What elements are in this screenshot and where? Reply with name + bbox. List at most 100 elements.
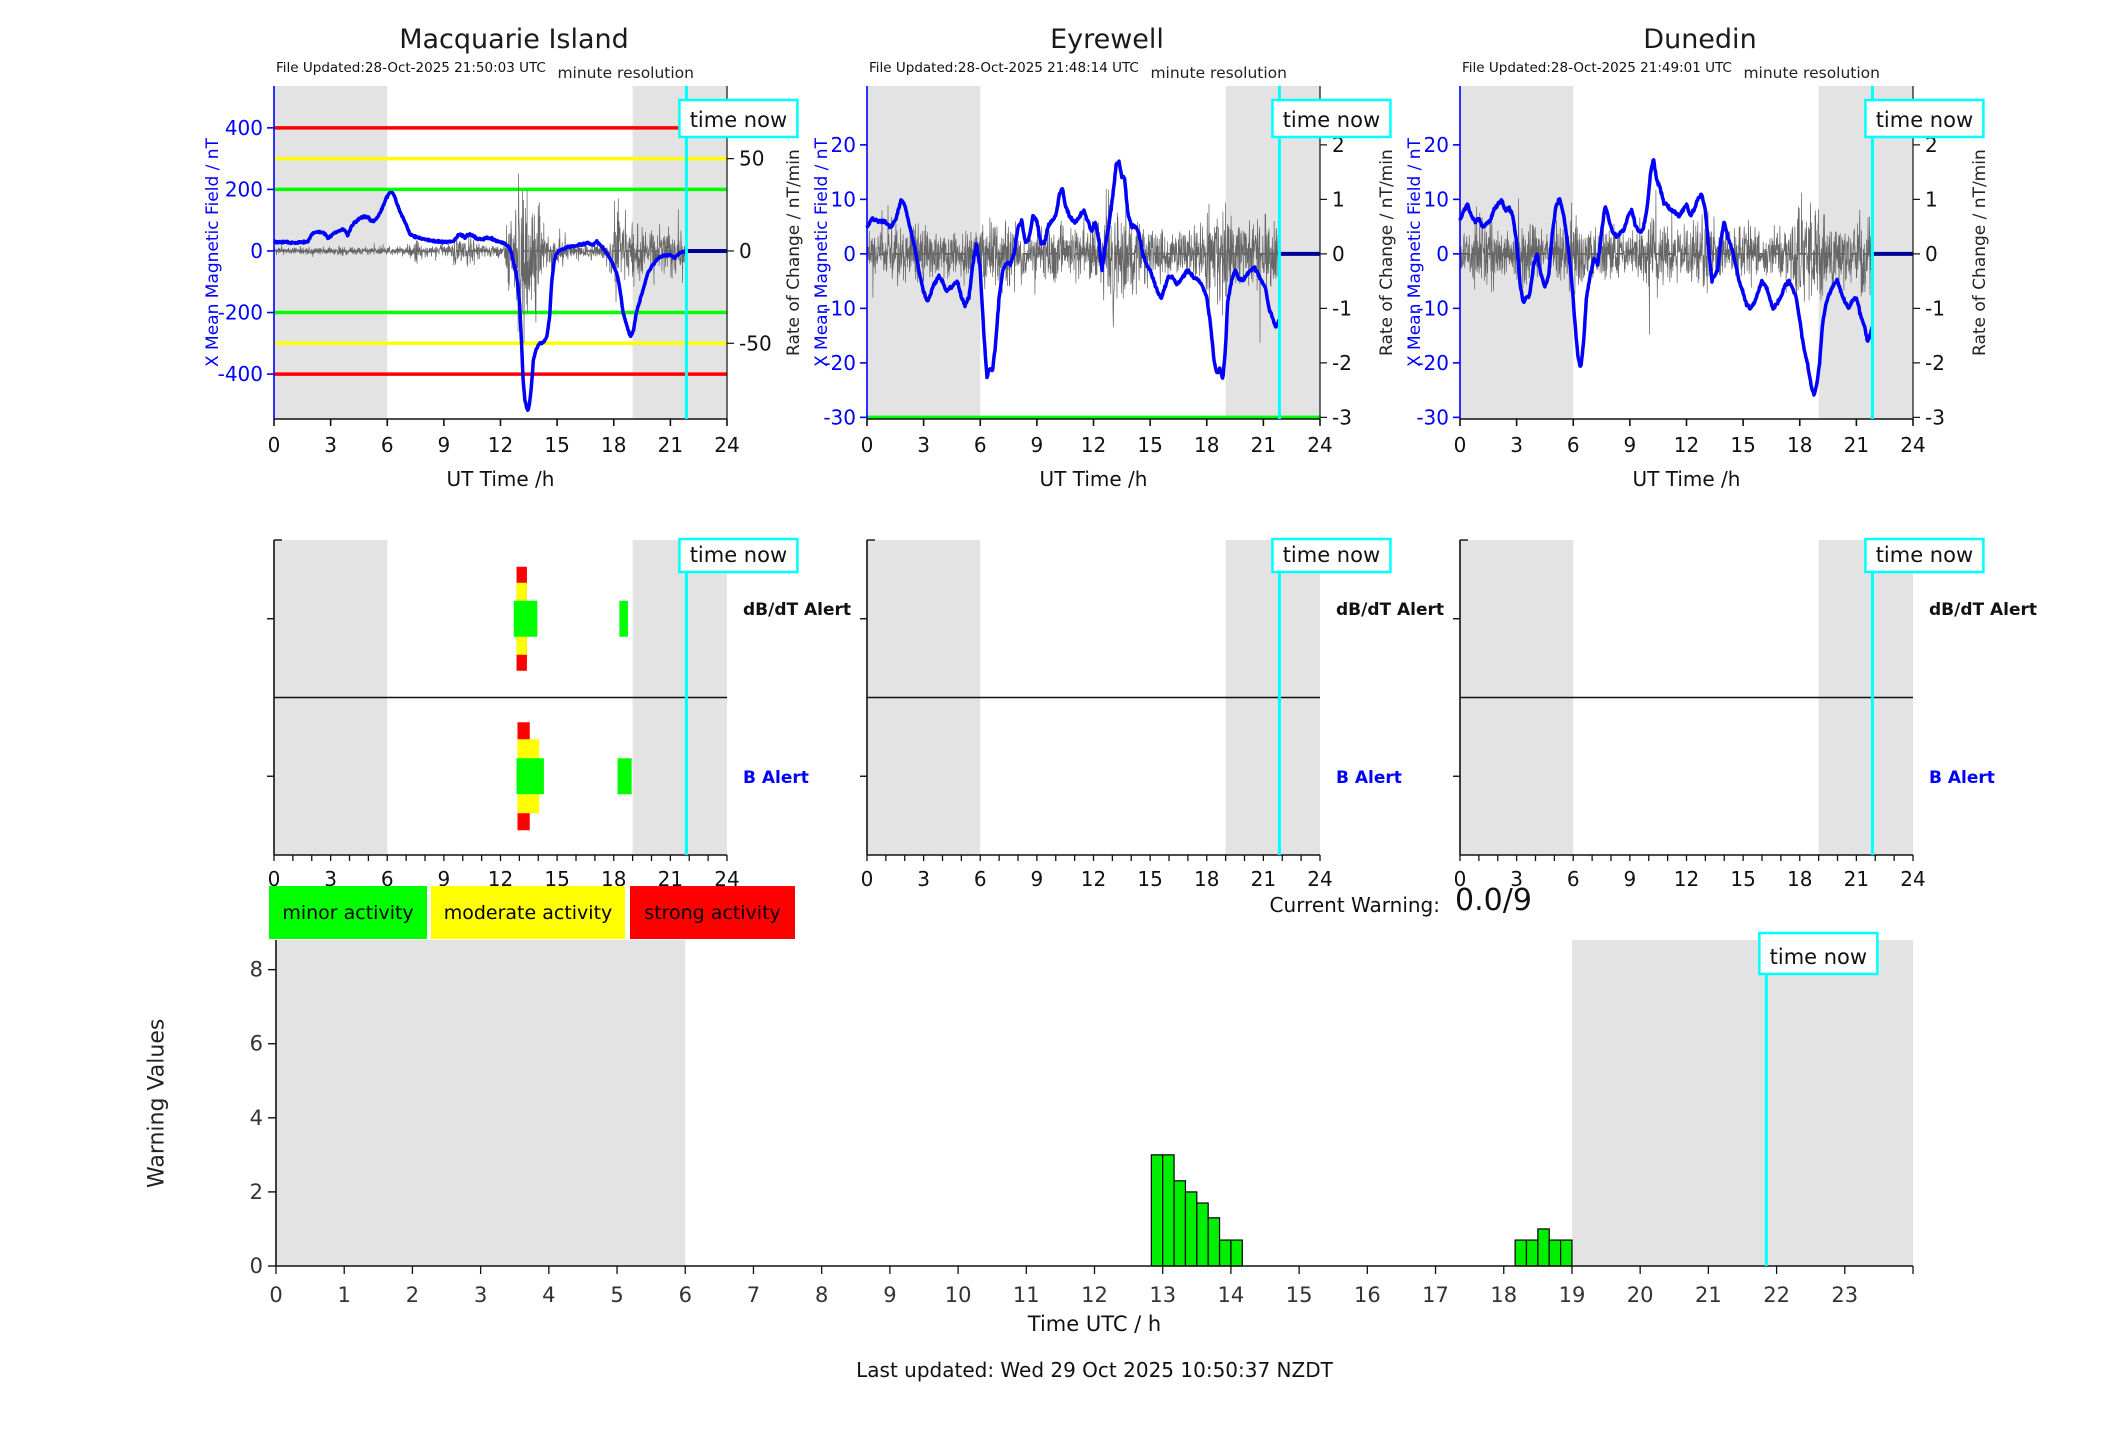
svg-text:2: 2: [406, 1283, 419, 1307]
svg-text:13: 13: [1149, 1283, 1176, 1307]
rate-of-change-noise-trace: [1459, 190, 1873, 335]
svg-text:-3: -3: [1925, 405, 1945, 429]
time-now-box: [1271, 537, 1392, 574]
svg-text:-2: -2: [1332, 351, 1352, 375]
svg-text:time now: time now: [1876, 543, 1973, 567]
legend-minor-activity: minor activity: [269, 886, 427, 939]
gray-band: [276, 940, 686, 1266]
svg-text:6: 6: [381, 867, 394, 891]
time-now-box: [1864, 98, 1985, 139]
dbdt-alert-label: dB/dT Alert: [1929, 600, 2038, 620]
svg-text:21: 21: [1844, 433, 1869, 457]
svg-text:6: 6: [679, 1283, 692, 1307]
svg-text:21: 21: [1695, 1283, 1722, 1307]
svg-text:-400: -400: [218, 362, 263, 386]
svg-text:-10: -10: [1416, 296, 1449, 320]
svg-text:15: 15: [1730, 867, 1755, 891]
svg-text:4: 4: [542, 1283, 555, 1307]
time-now-box: [1864, 537, 1985, 574]
svg-text:6: 6: [1567, 433, 1580, 457]
svg-text:1: 1: [1332, 187, 1345, 211]
svg-text:time now: time now: [1283, 108, 1380, 132]
svg-text:21: 21: [1251, 433, 1276, 457]
svg-text:1: 1: [338, 1283, 351, 1307]
warning-bar: [1548, 1239, 1562, 1267]
warning-chart-x-axis-label: Time UTC / h: [1027, 1312, 1162, 1336]
svg-text:0: 0: [269, 1283, 282, 1307]
svg-text:11: 11: [1013, 1283, 1040, 1307]
svg-text:-50: -50: [739, 331, 772, 355]
svg-text:8: 8: [250, 958, 263, 982]
alert-block: [516, 758, 544, 795]
svg-text:0: 0: [268, 433, 281, 457]
svg-text:0: 0: [1454, 867, 1467, 891]
svg-text:24: 24: [1900, 433, 1925, 457]
svg-text:19: 19: [1559, 1283, 1586, 1307]
svg-text:-2: -2: [1925, 351, 1945, 375]
svg-text:2: 2: [1332, 133, 1345, 157]
warning-bar: [1514, 1239, 1528, 1267]
rate-of-change-noise-trace: [866, 188, 1280, 343]
svg-text:23: 23: [1831, 1283, 1858, 1307]
svg-text:12: 12: [1674, 433, 1699, 457]
svg-text:24: 24: [1307, 867, 1332, 891]
warning-bar: [1150, 1154, 1164, 1267]
svg-text:9: 9: [438, 867, 451, 891]
warning-bar: [1537, 1228, 1550, 1267]
time-now-box: [1758, 931, 1879, 976]
warning-bar: [1218, 1239, 1232, 1267]
svg-text:-30: -30: [823, 405, 856, 429]
svg-text:0: 0: [250, 239, 263, 263]
svg-text:12: 12: [1674, 867, 1699, 891]
legend-moderate-activity: moderate activity: [431, 886, 625, 939]
time-now-box: [1271, 98, 1392, 139]
svg-text:0: 0: [1454, 433, 1467, 457]
file-updated-dunedin: File Updated:28-Oct-2025 21:49:01 UTC: [1462, 60, 1732, 76]
dbdt-alert-label: dB/dT Alert: [743, 600, 852, 620]
svg-text:0: 0: [861, 867, 874, 891]
svg-text:15: 15: [1137, 867, 1162, 891]
svg-text:6: 6: [250, 1032, 263, 1056]
file-updated-eyrewell: File Updated:28-Oct-2025 21:48:14 UTC: [869, 60, 1139, 76]
warning-bar: [1525, 1239, 1539, 1267]
svg-text:12: 12: [1081, 433, 1106, 457]
svg-text:18: 18: [1194, 433, 1219, 457]
svg-text:time now: time now: [1876, 108, 1973, 132]
b-alert-label: B Alert: [1929, 768, 1995, 788]
alert-panel-dunedin: 0 3 6 9 12 15 18 21 24 time now: [1453, 537, 1985, 891]
b-alert-label: B Alert: [1336, 768, 1402, 788]
alert-block: [513, 600, 538, 637]
svg-text:time now: time now: [690, 108, 787, 132]
minute-resolution-label: minute resolution: [1150, 64, 1287, 82]
svg-text:4: 4: [250, 1106, 263, 1130]
station-title-macquarie: Macquarie Island: [399, 24, 629, 55]
svg-text:0: 0: [250, 1254, 263, 1278]
svg-text:6: 6: [974, 867, 987, 891]
warning-bar: [1230, 1239, 1243, 1267]
warning-bar: [1207, 1217, 1221, 1267]
svg-text:24: 24: [1900, 867, 1925, 891]
svg-text:3: 3: [917, 867, 930, 891]
svg-text:15: 15: [544, 433, 569, 457]
svg-text:12: 12: [488, 433, 513, 457]
warning-values-axis-label: Warning Values: [144, 1018, 170, 1188]
svg-text:6: 6: [974, 433, 987, 457]
svg-text:400: 400: [225, 116, 263, 140]
svg-text:2: 2: [1925, 133, 1938, 157]
svg-text:3: 3: [324, 433, 337, 457]
svg-text:20: 20: [831, 133, 856, 157]
svg-text:18: 18: [1490, 1283, 1517, 1307]
dbdt-alert-label: dB/dT Alert: [1336, 600, 1445, 620]
svg-text:UT Time /h: UT Time /h: [1040, 467, 1148, 491]
field-chart-macquarie: 400 200 0 -200 -400 50 0 -50 0 3 6 9 12 15 18 21 24 UT Ti…: [218, 86, 799, 491]
minute-resolution-label: minute resolution: [557, 64, 694, 82]
svg-text:-200: -200: [218, 301, 263, 325]
svg-text:200: 200: [225, 177, 263, 201]
svg-text:7: 7: [747, 1283, 760, 1307]
svg-text:21: 21: [1844, 867, 1869, 891]
file-updated-macquarie: File Updated:28-Oct-2025 21:50:03 UTC: [276, 60, 546, 76]
svg-text:24: 24: [1307, 433, 1332, 457]
svg-text:time now: time now: [1283, 543, 1380, 567]
